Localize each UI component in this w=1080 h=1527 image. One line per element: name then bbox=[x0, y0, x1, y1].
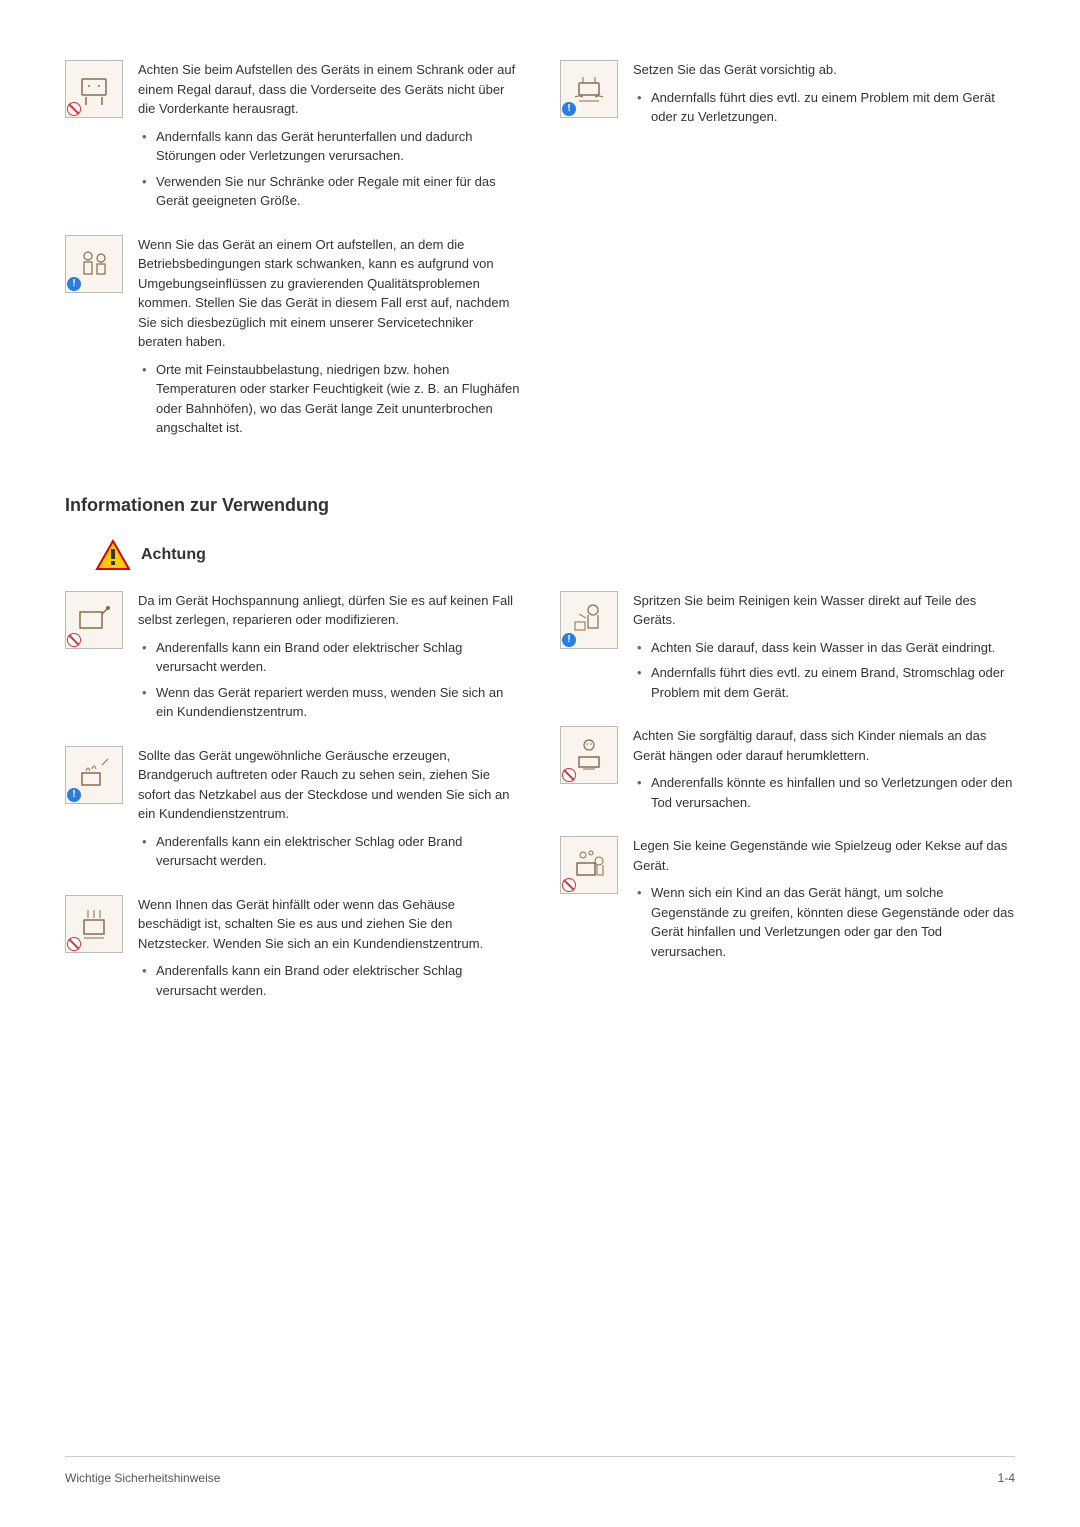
bottom-right-column: ! Spritzen Sie beim Reinigen kein Wasser… bbox=[560, 591, 1015, 1025]
bullet-item: Wenn sich ein Kind an das Gerät hängt, u… bbox=[651, 883, 1015, 961]
achtung-row: Achtung bbox=[95, 539, 1015, 571]
safety-item: Achten Sie beim Aufstellen des Geräts in… bbox=[65, 60, 520, 217]
bullet-item: Wenn das Gerät repariert werden muss, we… bbox=[156, 683, 520, 722]
safety-illustration-icon bbox=[560, 726, 618, 784]
top-right-column: ! Setzen Sie das Gerät vorsichtig ab. An… bbox=[560, 60, 1015, 462]
prohibit-badge-icon bbox=[67, 937, 81, 951]
safety-text: Achten Sie beim Aufstellen des Geräts in… bbox=[138, 60, 520, 119]
top-left-column: Achten Sie beim Aufstellen des Geräts in… bbox=[65, 60, 520, 462]
safety-text: Wenn Sie das Gerät an einem Ort aufstell… bbox=[138, 235, 520, 352]
info-badge-icon: ! bbox=[67, 277, 81, 291]
page-footer: Wichtige Sicherheitshinweise 1-4 bbox=[65, 1456, 1015, 1487]
safety-text: Spritzen Sie beim Reinigen kein Wasser d… bbox=[633, 591, 1015, 630]
safety-content: Da im Gerät Hochspannung anliegt, dürfen… bbox=[138, 591, 520, 728]
usage-heading: Informationen zur Verwendung bbox=[65, 492, 1015, 519]
bullet-item: Andernfalls führt dies evtl. zu einem Br… bbox=[651, 663, 1015, 702]
safety-text: Setzen Sie das Gerät vorsichtig ab. bbox=[633, 60, 1015, 80]
safety-content: Spritzen Sie beim Reinigen kein Wasser d… bbox=[633, 591, 1015, 709]
safety-illustration-icon: ! bbox=[560, 60, 618, 118]
bullet-item: Achten Sie darauf, dass kein Wasser in d… bbox=[651, 638, 1015, 658]
safety-item: ! Wenn Sie das Gerät an einem Ort aufste… bbox=[65, 235, 520, 444]
safety-text: Da im Gerät Hochspannung anliegt, dürfen… bbox=[138, 591, 520, 630]
bullet-item: Anderenfalls kann ein elektrischer Schla… bbox=[156, 832, 520, 871]
safety-illustration-icon: ! bbox=[65, 746, 123, 804]
safety-content: Setzen Sie das Gerät vorsichtig ab. Ande… bbox=[633, 60, 1015, 133]
safety-illustration-icon bbox=[560, 836, 618, 894]
prohibit-badge-icon bbox=[67, 633, 81, 647]
safety-item: ! Spritzen Sie beim Reinigen kein Wasser… bbox=[560, 591, 1015, 709]
safety-content: Wenn Ihnen das Gerät hinfällt oder wenn … bbox=[138, 895, 520, 1007]
safety-item: ! Sollte das Gerät ungewöhnliche Geräusc… bbox=[65, 746, 520, 877]
footer-left-text: Wichtige Sicherheitshinweise bbox=[65, 1469, 220, 1487]
safety-item: Wenn Ihnen das Gerät hinfällt oder wenn … bbox=[65, 895, 520, 1007]
safety-content: Achten Sie sorgfältig darauf, dass sich … bbox=[633, 726, 1015, 818]
bullet-item: Verwenden Sie nur Schränke oder Regale m… bbox=[156, 172, 520, 211]
bottom-left-column: Da im Gerät Hochspannung anliegt, dürfen… bbox=[65, 591, 520, 1025]
safety-item: Da im Gerät Hochspannung anliegt, dürfen… bbox=[65, 591, 520, 728]
safety-content: Legen Sie keine Gegenstände wie Spielzeu… bbox=[633, 836, 1015, 967]
bullet-item: Anderenfalls kann ein Brand oder elektri… bbox=[156, 961, 520, 1000]
bullet-item: Anderenfalls könnte es hinfallen und so … bbox=[651, 773, 1015, 812]
bullet-item: Anderenfalls kann ein Brand oder elektri… bbox=[156, 638, 520, 677]
safety-item: ! Setzen Sie das Gerät vorsichtig ab. An… bbox=[560, 60, 1015, 133]
bullet-item: Orte mit Feinstaubbelastung, niedrigen b… bbox=[156, 360, 520, 438]
top-section: Achten Sie beim Aufstellen des Geräts in… bbox=[65, 60, 1015, 462]
safety-item: Legen Sie keine Gegenstände wie Spielzeu… bbox=[560, 836, 1015, 967]
prohibit-badge-icon bbox=[67, 102, 81, 116]
bullet-item: Andernfalls kann das Gerät herunterfalle… bbox=[156, 127, 520, 166]
safety-text: Wenn Ihnen das Gerät hinfällt oder wenn … bbox=[138, 895, 520, 954]
safety-illustration-icon bbox=[65, 895, 123, 953]
warning-triangle-icon bbox=[95, 539, 131, 571]
prohibit-badge-icon bbox=[562, 768, 576, 782]
safety-illustration-icon bbox=[65, 591, 123, 649]
safety-illustration-icon: ! bbox=[560, 591, 618, 649]
info-badge-icon: ! bbox=[562, 102, 576, 116]
safety-content: Achten Sie beim Aufstellen des Geräts in… bbox=[138, 60, 520, 217]
footer-page-number: 1-4 bbox=[998, 1469, 1015, 1487]
safety-illustration-icon bbox=[65, 60, 123, 118]
safety-text: Legen Sie keine Gegenstände wie Spielzeu… bbox=[633, 836, 1015, 875]
safety-item: Achten Sie sorgfältig darauf, dass sich … bbox=[560, 726, 1015, 818]
safety-text: Sollte das Gerät ungewöhnliche Geräusche… bbox=[138, 746, 520, 824]
prohibit-badge-icon bbox=[562, 878, 576, 892]
bottom-section: Da im Gerät Hochspannung anliegt, dürfen… bbox=[65, 591, 1015, 1025]
safety-illustration-icon: ! bbox=[65, 235, 123, 293]
safety-content: Sollte das Gerät ungewöhnliche Geräusche… bbox=[138, 746, 520, 877]
info-badge-icon: ! bbox=[67, 788, 81, 802]
achtung-label: Achtung bbox=[141, 543, 206, 567]
bullet-item: Andernfalls führt dies evtl. zu einem Pr… bbox=[651, 88, 1015, 127]
info-badge-icon: ! bbox=[562, 633, 576, 647]
safety-text: Achten Sie sorgfältig darauf, dass sich … bbox=[633, 726, 1015, 765]
safety-content: Wenn Sie das Gerät an einem Ort aufstell… bbox=[138, 235, 520, 444]
